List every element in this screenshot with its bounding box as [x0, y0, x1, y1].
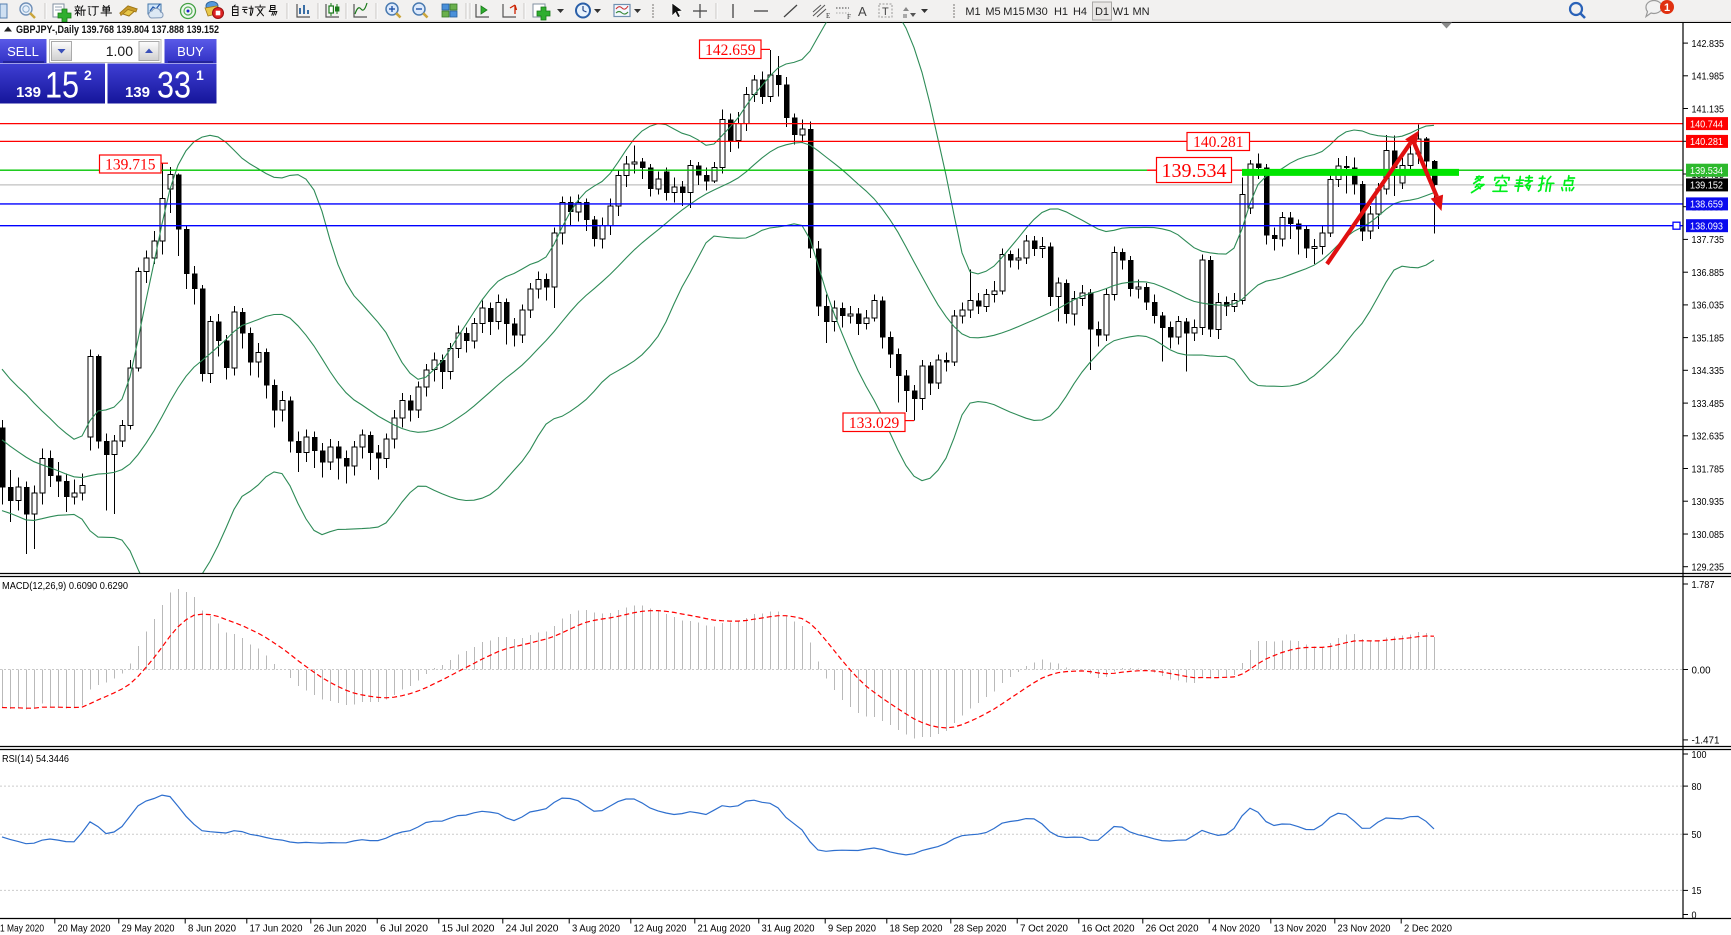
svg-text:136.035: 136.035 — [1692, 300, 1725, 312]
svg-text:142.835: 142.835 — [1692, 38, 1725, 50]
svg-text:0: 0 — [1692, 909, 1697, 921]
svg-text:A: A — [858, 4, 867, 19]
svg-text:BUY: BUY — [177, 44, 204, 59]
svg-text:MACD(12,26,9) 0.6090 0.6290: MACD(12,26,9) 0.6090 0.6290 — [2, 580, 128, 592]
svg-text:4 Nov 2020: 4 Nov 2020 — [1212, 923, 1260, 935]
svg-text:100: 100 — [1692, 749, 1707, 761]
svg-text:D1: D1 — [1095, 6, 1109, 18]
svg-text:140.281: 140.281 — [1193, 134, 1243, 151]
svg-text:139: 139 — [125, 84, 150, 101]
svg-text:140.281: 140.281 — [1690, 136, 1723, 148]
svg-text:141.135: 141.135 — [1692, 103, 1725, 115]
svg-text:9 Sep 2020: 9 Sep 2020 — [828, 923, 876, 935]
svg-text:140.744: 140.744 — [1690, 118, 1723, 130]
svg-text:15: 15 — [45, 65, 79, 106]
svg-text:1: 1 — [1664, 2, 1670, 14]
svg-text:SELL: SELL — [7, 44, 39, 59]
svg-text:6 Jul 2020: 6 Jul 2020 — [380, 923, 428, 935]
svg-text:139.152: 139.152 — [1690, 180, 1723, 192]
svg-text:21 Aug 2020: 21 Aug 2020 — [698, 923, 751, 935]
svg-text:15 Jul 2020: 15 Jul 2020 — [442, 923, 495, 935]
svg-text:H1: H1 — [1054, 6, 1068, 18]
svg-text:1: 1 — [196, 67, 204, 83]
svg-text:RSI(14) 54.3446: RSI(14) 54.3446 — [2, 753, 69, 765]
svg-text:M1: M1 — [965, 6, 980, 18]
svg-text:139: 139 — [16, 84, 41, 101]
svg-text:136.885: 136.885 — [1692, 267, 1725, 279]
svg-text:133.485: 133.485 — [1692, 398, 1725, 410]
svg-text:8 Jun 2020: 8 Jun 2020 — [188, 923, 236, 935]
svg-text:M15: M15 — [1003, 6, 1024, 18]
svg-text:134.335: 134.335 — [1692, 365, 1725, 377]
svg-text:33: 33 — [157, 65, 191, 106]
svg-text:F: F — [847, 13, 851, 21]
svg-text:2 Dec 2020: 2 Dec 2020 — [1404, 923, 1452, 935]
svg-text:139.534: 139.534 — [1162, 160, 1227, 182]
svg-text:131.785: 131.785 — [1692, 463, 1725, 475]
svg-text:18 Sep 2020: 18 Sep 2020 — [890, 923, 943, 935]
svg-text:1 May 2020: 1 May 2020 — [0, 923, 44, 935]
svg-text:E: E — [826, 12, 830, 20]
svg-text:135.185: 135.185 — [1692, 332, 1725, 344]
svg-text:142.659: 142.659 — [705, 42, 756, 59]
svg-text:50: 50 — [1692, 829, 1702, 841]
svg-text:W1: W1 — [1113, 6, 1130, 18]
svg-text:138.659: 138.659 — [1690, 199, 1723, 211]
svg-text:24 Jul 2020: 24 Jul 2020 — [506, 923, 559, 935]
svg-text:130.935: 130.935 — [1692, 496, 1725, 508]
svg-text:16 Oct 2020: 16 Oct 2020 — [1082, 923, 1135, 935]
svg-text:29 May 2020: 29 May 2020 — [122, 923, 175, 935]
svg-text:26 Oct 2020: 26 Oct 2020 — [1146, 923, 1199, 935]
svg-text:12 Aug 2020: 12 Aug 2020 — [634, 923, 687, 935]
svg-text:7 Oct 2020: 7 Oct 2020 — [1020, 923, 1068, 935]
svg-text:133.029: 133.029 — [849, 415, 900, 432]
svg-text:80: 80 — [1692, 781, 1702, 793]
svg-text:139.534: 139.534 — [1690, 165, 1723, 177]
svg-text:17 Jun 2020: 17 Jun 2020 — [250, 923, 303, 935]
svg-text:137.735: 137.735 — [1692, 234, 1725, 246]
svg-text:141.985: 141.985 — [1692, 71, 1725, 83]
svg-text:31 Aug 2020: 31 Aug 2020 — [762, 923, 815, 935]
svg-text:MN: MN — [1132, 6, 1149, 18]
svg-text:26 Jun 2020: 26 Jun 2020 — [314, 923, 367, 935]
svg-text:GBPJPY-,Daily 139.768 139.804: GBPJPY-,Daily 139.768 139.804 137.888 13… — [16, 24, 219, 36]
svg-text:1.787: 1.787 — [1692, 579, 1715, 591]
svg-text:23 Nov 2020: 23 Nov 2020 — [1338, 923, 1391, 935]
svg-text:138.093: 138.093 — [1690, 221, 1723, 233]
svg-text:3 Aug 2020: 3 Aug 2020 — [572, 923, 620, 935]
svg-text:28 Sep 2020: 28 Sep 2020 — [954, 923, 1007, 935]
svg-text:139.715: 139.715 — [105, 157, 156, 174]
svg-text:0.00: 0.00 — [1692, 664, 1711, 676]
svg-text:-1.471: -1.471 — [1692, 735, 1720, 747]
svg-text:M30: M30 — [1026, 6, 1047, 18]
svg-text:129.235: 129.235 — [1692, 562, 1725, 574]
svg-text:1.00: 1.00 — [106, 43, 133, 59]
svg-text:15: 15 — [1692, 885, 1702, 897]
svg-text:130.085: 130.085 — [1692, 529, 1725, 541]
svg-text:H4: H4 — [1073, 6, 1087, 18]
svg-text:2: 2 — [84, 67, 92, 83]
svg-text:132.635: 132.635 — [1692, 431, 1725, 443]
svg-text:20 May 2020: 20 May 2020 — [58, 923, 111, 935]
svg-text:M5: M5 — [985, 6, 1000, 18]
svg-text:13 Nov 2020: 13 Nov 2020 — [1274, 923, 1327, 935]
svg-text:T: T — [882, 6, 889, 18]
